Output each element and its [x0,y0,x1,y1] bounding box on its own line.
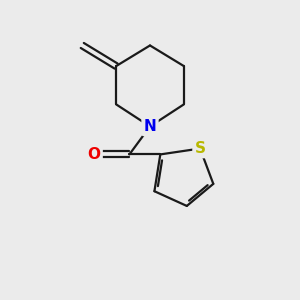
Text: O: O [88,147,100,162]
Text: S: S [195,141,206,156]
Text: N: N [144,119,156,134]
